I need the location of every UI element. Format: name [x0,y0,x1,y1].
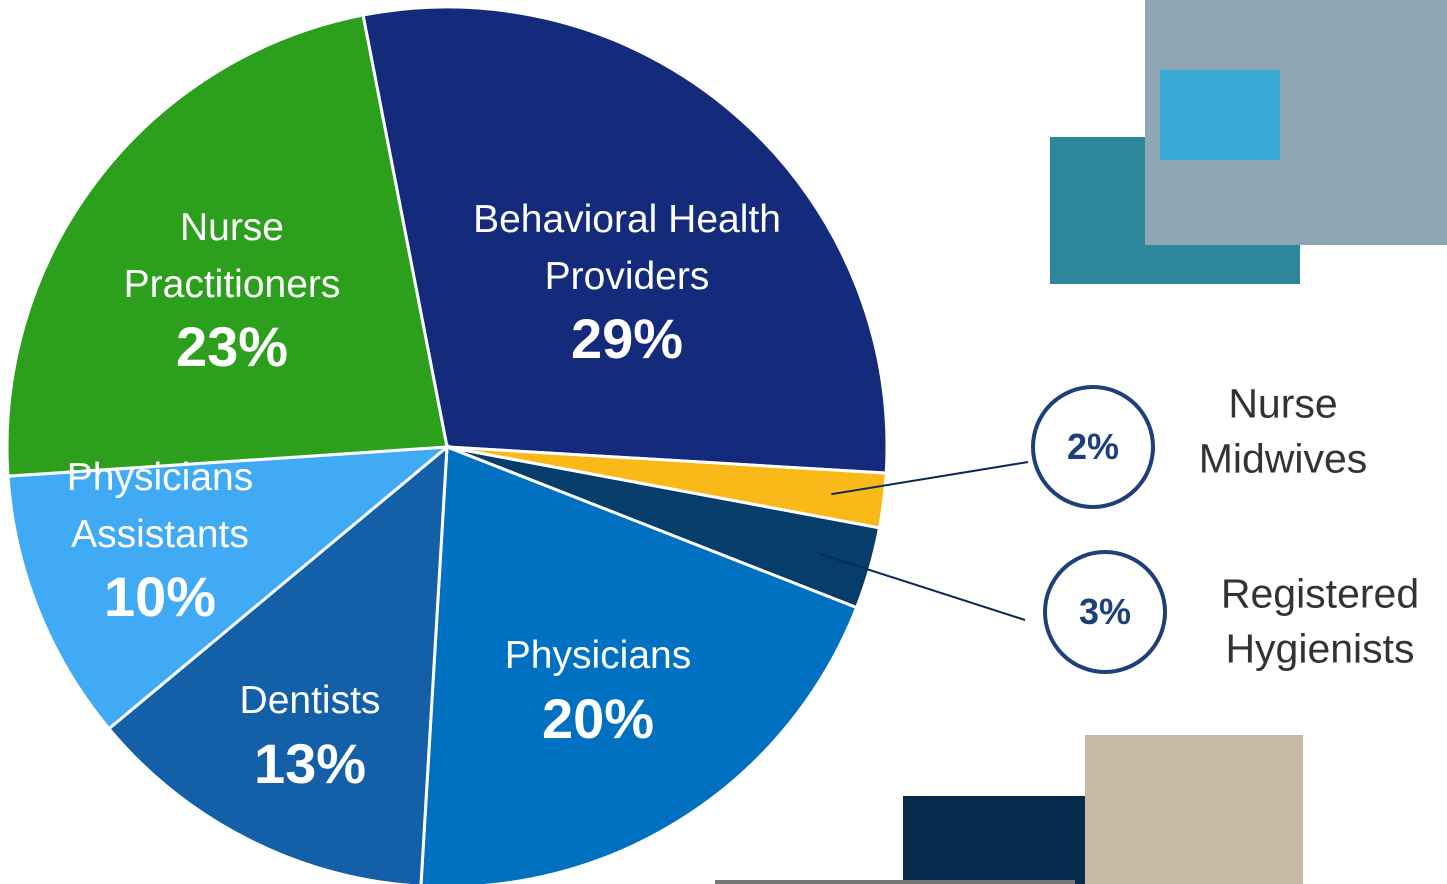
slice-value: 10% [40,563,280,630]
slice-value: 20% [468,685,728,752]
slice-value: 13% [210,730,410,797]
photo-detail [1160,70,1280,160]
page: Behavioral Health Providers29% Physicians… [0,0,1447,884]
slice-name: Dentists [210,673,410,730]
slice-value: 3% [1079,591,1131,633]
slice-name: Nurse Midwives [1183,377,1383,488]
slice-value: 2% [1067,426,1119,468]
photo [1085,735,1303,884]
decor-block [903,796,1103,884]
slice-value: 29% [457,305,797,372]
slice-value: 23% [82,313,382,380]
slice-name: Physicians [468,628,728,685]
slice-name: Behavioral Health Providers [457,192,797,305]
decor-line [715,880,1075,884]
slice-name: Nurse Practitioners [82,200,382,313]
slice-name: Registered Hygienists [1200,567,1440,678]
slice-name: Physicians Assistants [40,450,280,563]
